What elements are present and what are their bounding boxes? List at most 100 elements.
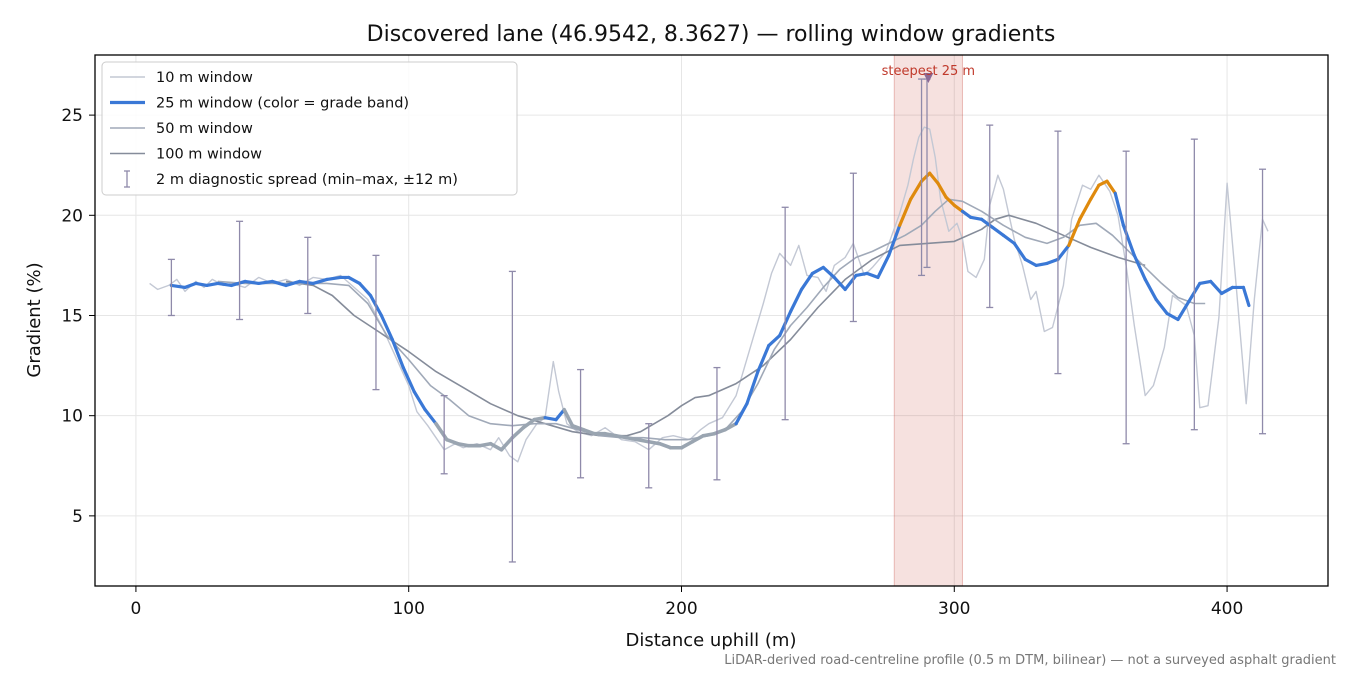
series-25m-segment-high (919, 171, 932, 183)
series-25m-segment-mid (194, 281, 209, 288)
y-tick-label: 25 (61, 106, 83, 126)
series-25m-segment-high (952, 203, 965, 213)
series-25m-segment-low (521, 417, 536, 430)
legend-label: 25 m window (color = grade band) (156, 96, 409, 112)
series-25m-segment-mid (843, 273, 858, 292)
legend-item-100m: 100 m window (110, 147, 262, 163)
series-25m-segment-mid (1176, 299, 1191, 322)
error-bar (304, 236, 312, 315)
x-tick-label: 100 (392, 599, 424, 619)
series-25m-segment-mid (767, 333, 782, 348)
series-25m-segment-low (445, 437, 460, 446)
series-25m-segment-mid (1056, 243, 1071, 261)
series-25m-segment-mid (1113, 191, 1126, 227)
series-25m-segment-low (499, 435, 515, 452)
series-25m-segment-low (646, 439, 662, 446)
series-25m-segment-low (488, 441, 504, 452)
error-bar (508, 270, 516, 563)
x-axis-label: Distance uphill (m) (626, 630, 797, 651)
legend: 10 m window 25 m window (color = grade ba… (101, 61, 518, 196)
series-25m-segment-mid (311, 277, 329, 286)
series-25m-segment-high (944, 195, 956, 207)
series-25m-segment-mid (745, 369, 760, 406)
x-tick-label: 200 (665, 599, 697, 619)
series-25m-segment-mid (347, 275, 362, 286)
series-25m-segment-mid (799, 271, 815, 292)
series-25m-segment-low (570, 423, 586, 432)
steepest-marker (923, 73, 934, 84)
series-25m-segment-high (936, 181, 948, 199)
series-25m-segment-low (562, 407, 575, 428)
y-tick-label: 5 (72, 507, 83, 527)
series-25m-segment-low (636, 437, 651, 444)
steepest-band (893, 54, 963, 587)
series-25m-segment-mid (1165, 311, 1180, 322)
legend-box (101, 61, 518, 196)
series-25m-segment-mid (379, 313, 394, 342)
series-25m-segment-low (701, 431, 717, 438)
series-25m-segment-mid (1198, 279, 1213, 286)
series-25m-segment-mid (169, 283, 187, 290)
series-25m-segment-mid (1034, 261, 1049, 267)
series-25m-segment-mid (1209, 279, 1224, 296)
error-bar (986, 124, 994, 309)
series-25m-segment-high (1089, 183, 1101, 201)
series-25m-segment-mid (832, 275, 847, 292)
series-25m-segment-mid (865, 271, 880, 280)
error-bar (1122, 150, 1130, 445)
series-25m-segment-mid (1220, 285, 1235, 296)
series-25m-segment-mid (1045, 257, 1060, 265)
series-25m-segment-mid (1241, 285, 1251, 308)
series-25m-segment-low (712, 427, 727, 436)
series-50m-line (217, 198, 1206, 441)
x-axis-ticks: 0 100 200 300 400 (131, 586, 1243, 619)
series-25m-segment-mid (183, 281, 198, 290)
series-25m-segment-mid (789, 287, 804, 314)
error-bar (236, 220, 244, 321)
y-axis-label: Gradient (%) (24, 262, 45, 377)
series-25m-segment-mid (969, 215, 984, 221)
series-25m-segment-mid (821, 265, 836, 280)
series-25m-segment-mid (297, 279, 315, 286)
series-25m-segment-mid (990, 225, 1005, 237)
plot-frame (94, 54, 1329, 587)
series-25m-segment-high (1078, 197, 1093, 221)
legend-label: 50 m window (156, 121, 253, 137)
series-lines (149, 126, 1269, 463)
chart-title: Discovered lane (46.9542, 8.3627) — roll… (367, 22, 1056, 47)
series-25m-segment-mid (810, 265, 825, 276)
y-tick-label: 10 (61, 407, 83, 427)
series-25m-segment-low (456, 441, 471, 448)
series-25m-segment-mid (325, 275, 343, 282)
legend-item-error-bars: 2 m diagnostic spread (min–max, ±12 m) (124, 170, 458, 188)
series-25m-segment-low (679, 439, 695, 450)
error-bar (167, 258, 175, 317)
series-25m-segment-high (1067, 217, 1082, 247)
series-25m-segment-high (1105, 179, 1117, 195)
series-25m-segment-mid (1023, 257, 1038, 267)
series-25m-segment-mid (358, 281, 373, 298)
legend-item-10m: 10 m window (110, 70, 253, 86)
series-25m-segment-mid (401, 365, 416, 394)
series-25m-segment-low (477, 441, 493, 448)
footnote: LiDAR-derived road-centreline profile (0… (724, 653, 1336, 668)
x-tick-label: 0 (131, 599, 142, 619)
series-25m-segment-mid (284, 279, 302, 288)
error-bar (849, 172, 857, 323)
series-25m-segment-mid (756, 343, 771, 374)
y-tick-label: 15 (61, 306, 83, 326)
error-bar (645, 423, 653, 489)
error-bar (1259, 168, 1267, 435)
series-25m-segment-mid (1012, 241, 1027, 261)
series-25m-segment-mid (205, 281, 220, 288)
y-axis-ticks: 5 10 15 20 25 (61, 106, 95, 527)
error-bars (167, 78, 1267, 563)
series-25m-segment-mid (229, 279, 247, 288)
legend-item-25m: 25 m window (color = grade band) (110, 96, 409, 112)
series-25m-segment-mid (243, 279, 261, 286)
series-25m-segment-low (434, 421, 449, 442)
error-bar (577, 368, 585, 479)
series-25m-segment-mid (423, 408, 438, 426)
error-bar (440, 394, 448, 475)
series-25m-segment-mid (270, 279, 288, 288)
